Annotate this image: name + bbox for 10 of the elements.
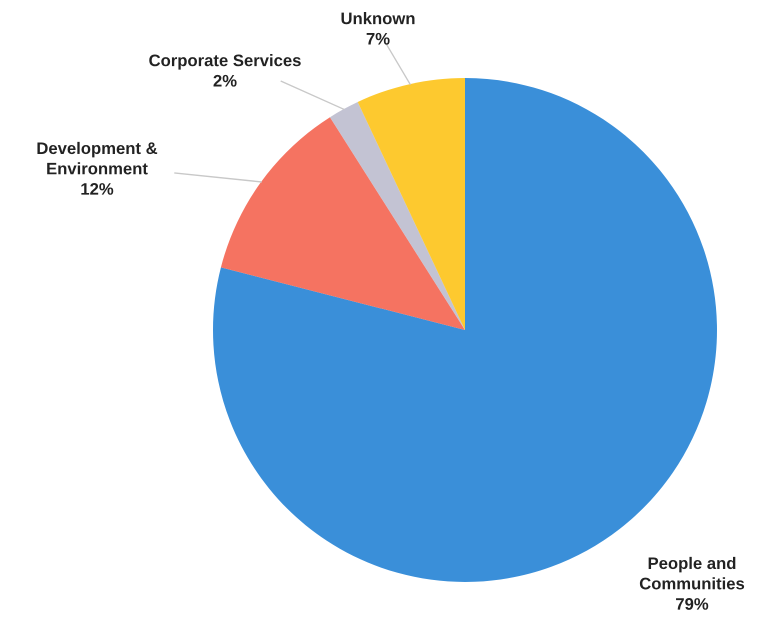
pie-slice bbox=[358, 78, 465, 330]
slice-label: Corporate Services bbox=[149, 54, 301, 70]
data-label: 79% bbox=[676, 598, 708, 610]
data-label: 12% bbox=[81, 183, 114, 195]
slice-label: People and Communities bbox=[640, 556, 744, 590]
slice-label: Unknown bbox=[342, 12, 414, 24]
slice-label: Development & Environment bbox=[37, 142, 158, 174]
data-label: 7% bbox=[366, 32, 390, 45]
data-label: 2% bbox=[214, 74, 237, 87]
pie-slice bbox=[220, 117, 465, 330]
